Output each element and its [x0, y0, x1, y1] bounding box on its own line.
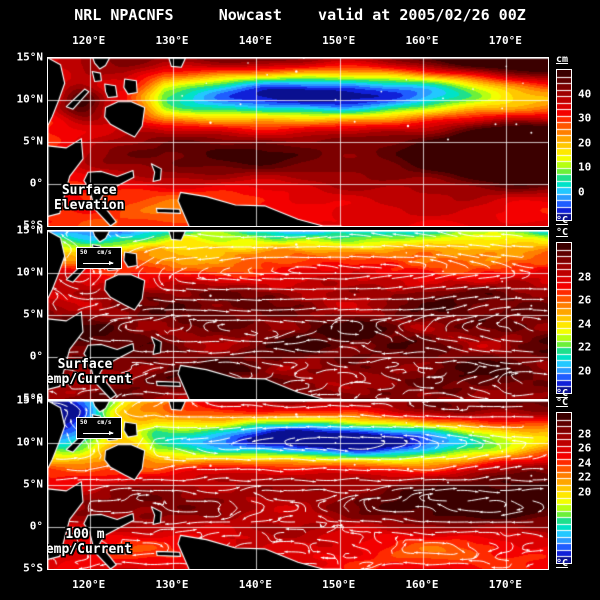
colorbar-tick-label: 24: [578, 456, 592, 470]
vector-scale-value: 50: [80, 249, 88, 256]
lat-tick-label: 5°S: [23, 218, 43, 232]
colorbar-tick-label: 20: [578, 364, 592, 378]
colorbar-unit-label-bottom: °C: [556, 558, 569, 569]
colorbar-100m-temp: °C 28 26 24 22 20 °C: [556, 397, 600, 569]
lon-tick-label: 130°E: [155, 34, 189, 47]
lon-tick-label: 120°E: [72, 578, 106, 591]
lon-tick-label: 150°E: [322, 578, 356, 591]
vector-scale-units: cm/s: [97, 249, 112, 256]
lat-tick-label: 5°N: [23, 477, 43, 491]
colorbar-tick-label: 40: [578, 87, 592, 101]
lat-tick-label: 0°: [29, 519, 43, 533]
colorbar-tick-label: 26: [578, 441, 592, 455]
lon-tick-label: 140°E: [238, 578, 272, 591]
colorbar-tick-label: 30: [578, 111, 592, 125]
lon-tick-label: 150°E: [322, 34, 356, 47]
lat-tick-label: 5°N: [23, 134, 43, 148]
colorbar-gradient: [556, 412, 572, 564]
colorbar-tick-label: 20: [578, 485, 592, 499]
colorbar-tick-label: 28: [578, 270, 592, 284]
panel-label-100m-temp-current: 100 m Temp/Current: [47, 527, 132, 557]
vector-scale-units: cm/s: [97, 419, 112, 426]
colorbar-surface-temp: °C 28 26 24 22 20 °C: [556, 227, 600, 399]
lat-tick-label: 0°: [29, 176, 43, 190]
lat-tick-label: 10°N: [16, 265, 44, 279]
lon-tick-label: 160°E: [405, 578, 439, 591]
lat-tick-label: 5°S: [23, 561, 43, 575]
colorbar-surface-elevation: cm 40 30 20 10 0 °C: [556, 54, 600, 226]
panel-label-surface-temp-current: Surface Temp/Current: [47, 357, 132, 387]
lat-tick-label: 0°: [29, 349, 43, 363]
longitude-axis-bottom: 120°E 130°E 140°E 150°E 160°E 170°E: [0, 578, 600, 594]
lon-tick-label: 170°E: [488, 578, 522, 591]
colorbar-tick-label: 10: [578, 160, 592, 174]
lat-tick-label: 10°N: [16, 92, 44, 106]
colorbar-tick-label: 28: [578, 427, 592, 441]
colorbar-tick-label: 0: [578, 185, 585, 199]
map-panel-surface-temp-current[interactable]: 50 cm/s Surface Temp/Current: [47, 230, 549, 400]
colorbar-unit-label-bottom: °C: [556, 215, 569, 226]
map-panel-surface-elevation[interactable]: Surface Elevation: [47, 57, 549, 227]
latitude-axis-panel-1: 15°N 10°N 5°N 0° 5°S: [0, 51, 44, 232]
colorbar-gradient: [556, 242, 572, 394]
lat-tick-label: 15°N: [16, 393, 44, 407]
map-panel-100m-temp-current[interactable]: 50 cm/s 100 m Temp/Current: [47, 400, 549, 570]
vector-scale-value: 50: [80, 419, 88, 426]
colorbar-tick-label: 26: [578, 293, 592, 307]
vector-arrow-icon: [83, 431, 114, 435]
colorbar-gradient: [556, 69, 572, 221]
panel-label-surface-elevation: Surface Elevation: [54, 183, 125, 213]
lat-tick-label: 10°N: [16, 435, 44, 449]
lat-tick-label: 15°N: [16, 50, 44, 64]
lon-tick-label: 120°E: [72, 34, 106, 47]
lon-tick-label: 130°E: [155, 578, 189, 591]
latitude-axis-panel-2: 15°N 10°N 5°N 0° 5°S: [0, 224, 44, 405]
colorbar-unit-label-bottom: °C: [556, 388, 569, 399]
latitude-axis-panel-3: 15°N 10°N 5°N 0° 5°S: [0, 394, 44, 575]
colorbar-tick-label: 24: [578, 317, 592, 331]
figure-title: NRL NPACNFS Nowcast valid at 2005/02/26 …: [74, 6, 526, 24]
lat-tick-label: 5°S: [23, 391, 43, 405]
lon-tick-label: 160°E: [405, 34, 439, 47]
colorbar-tick-label: 22: [578, 340, 592, 354]
lon-tick-label: 170°E: [488, 34, 522, 47]
colorbar-unit-label: cm: [556, 54, 569, 65]
lat-tick-label: 15°N: [16, 223, 44, 237]
lon-tick-label: 140°E: [238, 34, 272, 47]
longitude-axis-top: 120°E 130°E 140°E 150°E 160°E 170°E: [0, 34, 600, 50]
colorbar-tick-label: 20: [578, 136, 592, 150]
vector-scale-legend-100m: 50 cm/s: [76, 417, 122, 439]
vector-scale-legend-surface: 50 cm/s: [76, 247, 122, 269]
colorbar-unit-label: °C: [556, 227, 569, 238]
lat-tick-label: 5°N: [23, 307, 43, 321]
vector-arrow-icon: [83, 261, 114, 265]
colorbar-tick-label: 22: [578, 470, 592, 484]
colorbar-unit-label: °C: [556, 397, 569, 408]
